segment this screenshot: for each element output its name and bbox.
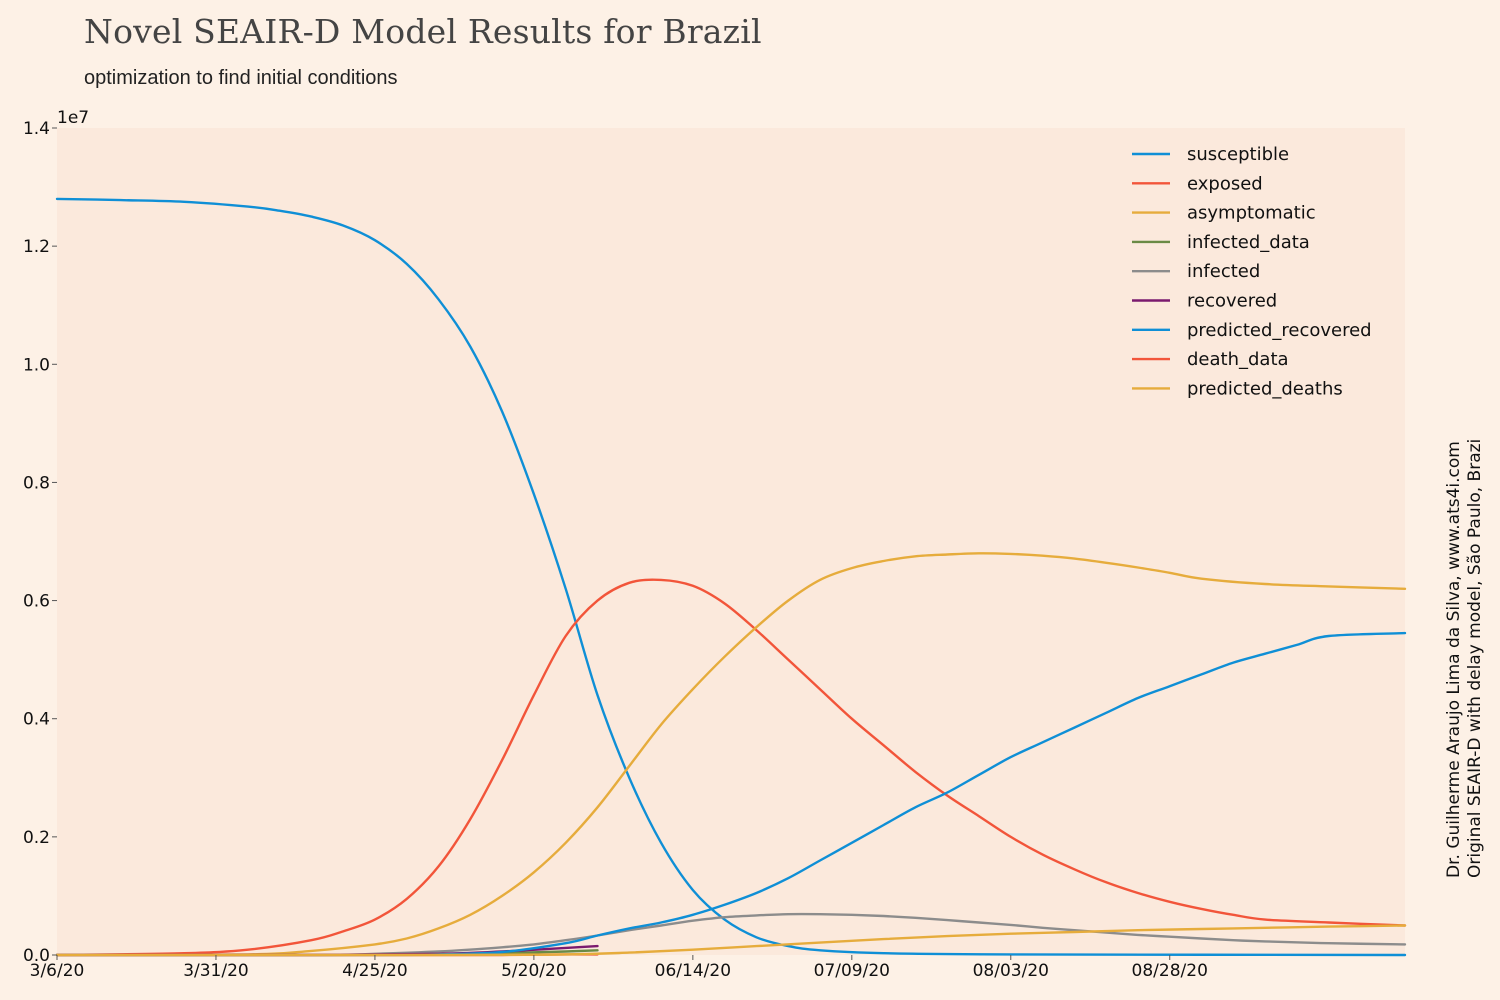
x-tick-label: 3/6/20 [30,961,85,981]
series-line-susceptible [55,197,1407,957]
x-tick-label: 08/03/20 [973,961,1049,981]
legend-label: predicted_deaths [1187,378,1343,399]
x-tick-label: 07/09/20 [814,961,890,981]
legend-item-exposed: exposed [1132,173,1263,194]
legend-label: asymptomatic [1187,203,1316,224]
legend-item-infected-data: infected_data [1132,232,1310,253]
y-tick-label: 0.2 [23,828,50,848]
legend-item-asymptomatic: asymptomatic [1132,203,1316,224]
x-tick-label: 08/28/20 [1132,961,1208,981]
legend-item-susceptible: susceptible [1132,144,1289,165]
x-tick-label: 06/14/20 [655,961,731,981]
x-tick-label: 5/20/20 [501,961,567,981]
x-tick-label: 4/25/20 [342,961,408,981]
y-axis: 0.0 0.2 0.4 0.6 0.8 1.0 1.2 1.4 [23,119,57,966]
y-tick-label: 1.2 [23,237,50,257]
legend-item-predicted-recovered: predicted_recovered [1132,320,1372,341]
legend-label: infected_data [1187,232,1310,253]
y-tick-label: 0.0 [23,946,50,966]
series-line-asymptomatic [55,552,1407,957]
plot-area [57,128,1405,955]
y-axis-multiplier: 1e7 [57,108,89,128]
legend-label: recovered [1187,291,1277,312]
author-credit: Dr. Guilherme Araujo Lima da Silva, www.… [1444,440,1484,878]
series-line-infected [55,912,1407,957]
y-tick-label: 1.4 [23,119,50,139]
legend-label: infected [1187,261,1260,282]
x-axis: 3/6/20 3/31/20 4/25/20 5/20/20 06/14/20 07/09… [30,955,1208,981]
legend-label: susceptible [1187,144,1289,165]
y-tick-label: 0.6 [23,592,50,612]
credit-line-2: Original SEAIR-D with delay model, São P… [1465,440,1484,878]
legend-item-predicted-deaths: predicted_deaths [1132,378,1343,399]
y-tick-label: 0.8 [23,473,50,493]
legend-label: predicted_recovered [1187,320,1372,341]
legend-item-death-data: death_data [1132,349,1289,370]
series-line-exposed [55,578,1407,957]
legend-item-recovered: recovered [1132,291,1277,312]
series-line-predicted-deaths [55,924,1407,957]
series-line-predicted-recovered [55,631,1407,957]
x-tick-label: 3/31/20 [183,961,249,981]
legend-item-infected: infected [1132,261,1260,282]
credit-line-1: Dr. Guilherme Araujo Lima da Silva, www.… [1444,441,1464,878]
legend: susceptible exposed asymptomatic infected_d… [1132,144,1372,399]
y-tick-label: 1.0 [23,355,50,375]
legend-label: exposed [1187,173,1263,194]
legend-label: death_data [1187,349,1289,370]
y-tick-label: 0.4 [23,710,50,730]
series-lines [55,197,1407,957]
chart-title: Novel SEAIR-D Model Results for Brazil [84,12,762,51]
chart-subtitle: optimization to find initial conditions [84,67,398,89]
